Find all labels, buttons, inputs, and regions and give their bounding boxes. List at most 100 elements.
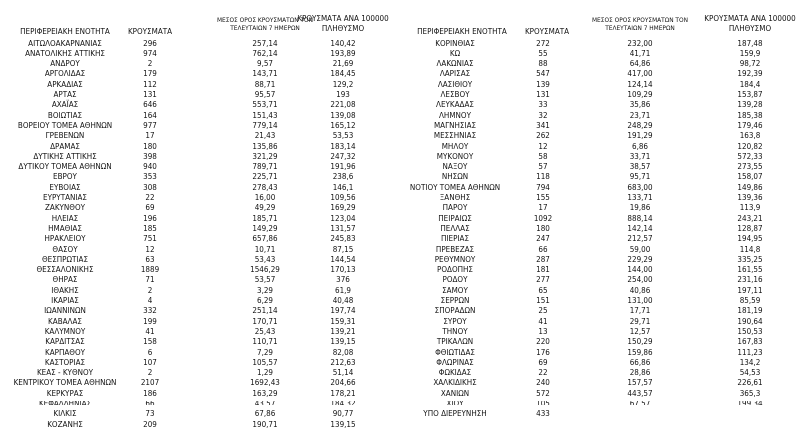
region-name: ΧΑΝΙΩΝ [440, 388, 470, 398]
cell-value: 151 [536, 296, 550, 305]
cell-value: 163,29 [252, 388, 278, 398]
region-name: ΠΕΛΛΑΣ [440, 223, 470, 233]
region-name: ΑΝΔΡΟΥ [50, 59, 80, 69]
cell-value: 87,15 [332, 244, 354, 254]
region-name: ΑΡΤΑΣ [53, 90, 77, 99]
cell-value: 17,71 [629, 306, 651, 316]
cell-value: 133,71 [627, 193, 653, 202]
cell-value: 287 [536, 254, 550, 264]
region-name: ΑΡΓΟΛΙΔΑΣ [44, 69, 86, 79]
cell-value: 1692,43 [250, 378, 280, 388]
cell-value: 1546,29 [250, 265, 280, 275]
cell-value: 159,86 [627, 347, 653, 357]
cell-value: 184,32 [330, 401, 355, 405]
cell-value: 73 [145, 409, 155, 419]
cell-value: 191,96 [330, 162, 356, 172]
cell-value: 107 [143, 357, 157, 367]
cell-value: 226,61 [737, 378, 763, 388]
cell-value: 139,15 [330, 419, 356, 428]
cell-value: 243,21 [737, 213, 763, 223]
cell-value: 1889 [140, 265, 160, 275]
region-name: ΔΥΤΙΚΟΥ ΤΟΜΕΑ ΑΘΗΝΩΝ [18, 162, 112, 172]
cell-value: 142,14 [627, 223, 653, 233]
region-name: ΠΙΕΡΙΑΣ [440, 234, 470, 244]
column-header: ΚΡΟΥΣΜΑΤΑ ΑΝΑ 100000 ΠΛΗΘΥΣΜΟ [297, 14, 389, 33]
cell-value: 33 [538, 100, 548, 110]
region-name: ΚΑΣΤΟΡΙΑΣ [44, 357, 86, 367]
cell-value: 365,3 [739, 388, 761, 398]
cell-value: 197,11 [737, 285, 763, 295]
region-name: ΛΗΜΝΟΥ [439, 110, 471, 120]
cell-value: 278,43 [252, 182, 278, 192]
cell-value: 376 [336, 275, 350, 285]
cell-value: 220 [536, 337, 550, 347]
cell-value: 85,59 [739, 296, 761, 305]
region-name: ΕΒΡΟΥ [53, 172, 77, 182]
cell-value: 40,86 [629, 285, 651, 295]
cell-value: 144,54 [330, 254, 356, 264]
cell-value: 2 [147, 285, 153, 295]
cell-value: 547 [536, 69, 550, 79]
cell-value: 65 [538, 285, 548, 295]
cell-value: 53,57 [254, 275, 276, 285]
cell-value: 90,77 [332, 409, 354, 419]
cell-value: 257,14 [252, 38, 278, 48]
cell-value: 22 [145, 193, 155, 202]
region-name: ΜΗΛΟΥ [441, 141, 469, 151]
cell-value: 146,1 [332, 182, 354, 192]
cell-value: 204,66 [330, 378, 356, 388]
cell-value: 779,14 [252, 120, 278, 130]
cell-value: 553,71 [252, 100, 278, 110]
cell-value: 196 [143, 213, 157, 223]
region-name: ΤΡΙΚΑΛΩΝ [436, 337, 474, 347]
region-name: ΣΠΟΡΑΔΩΝ [434, 306, 476, 316]
cell-value: 190,64 [737, 316, 763, 326]
region-name: ΧΙΟΥ [446, 401, 463, 405]
cell-value: 199 [143, 316, 157, 326]
cell-value: 139,15 [330, 337, 356, 347]
cell-value: 433 [536, 409, 550, 419]
cell-value: 12 [538, 141, 548, 151]
cell-value: 41 [538, 316, 548, 326]
cell-value: 21,69 [332, 59, 354, 69]
column-header: ΚΡΟΥΣΜΑΤΑ [524, 27, 570, 36]
region-name: ΙΩΑΝΝΙΝΩΝ [44, 306, 86, 316]
cell-value: 149,86 [737, 182, 763, 192]
cell-value: 159,31 [330, 316, 356, 326]
cell-value: 149,29 [252, 223, 278, 233]
cell-value: 193 [336, 90, 350, 99]
cell-value: 71 [145, 275, 155, 285]
cell-value: 353 [143, 172, 157, 182]
cell-value: 118 [536, 172, 550, 182]
cell-value: 6,86 [631, 141, 649, 151]
cell-value: 183,14 [330, 141, 356, 151]
cell-value: 977 [143, 120, 157, 130]
cell-value: 273,55 [737, 162, 763, 172]
cell-value: 178,21 [330, 388, 356, 398]
cell-value: 140,42 [330, 38, 356, 48]
cell-value: 1,29 [256, 368, 274, 378]
region-name: ΣΥΡΟΥ [443, 316, 467, 326]
cell-value: 2 [147, 368, 153, 378]
cell-value: 248,29 [627, 120, 653, 130]
cell-value: 131,57 [330, 223, 356, 233]
cell-value: 184,45 [330, 69, 356, 79]
cell-value: 209 [143, 419, 157, 428]
cell-value: 131 [536, 90, 550, 99]
region-name: ΣΑΜΟΥ [442, 285, 468, 295]
cell-value: 6 [147, 347, 153, 357]
cell-value: 254,00 [627, 275, 653, 285]
cell-value: 185 [143, 223, 157, 233]
cell-value: 32 [538, 110, 548, 120]
cell-value: 128,87 [737, 223, 763, 233]
cell-value: 176 [536, 347, 550, 357]
cell-value: 231,16 [737, 275, 763, 285]
region-name: ΖΑΚΥΝΘΟΥ [44, 203, 86, 213]
cell-value: 88,71 [254, 79, 276, 89]
cell-value: 54,53 [739, 368, 761, 378]
cell-value: 335,25 [737, 254, 763, 264]
cell-value: 129,2 [332, 79, 354, 89]
cell-value: 163,8 [739, 131, 761, 141]
cell-value: 66 [145, 401, 154, 405]
